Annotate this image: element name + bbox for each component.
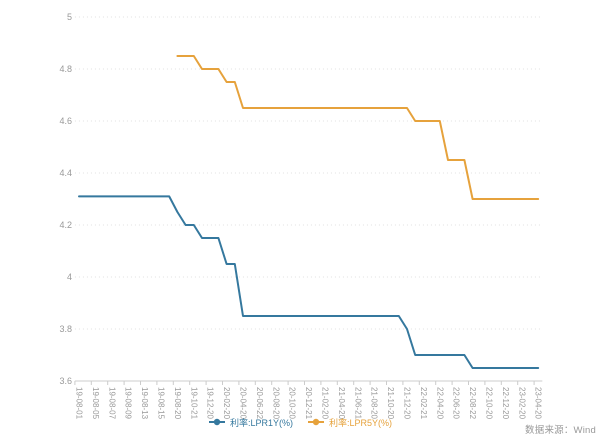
svg-text:21-12-20: 21-12-20 (403, 387, 412, 420)
x-axis-labels: 19-08-01 19-08-05 19-08-07 19-08-09 19-08-13… (75, 387, 543, 420)
legend-item-lpr5y[interactable]: 利率:LPR5Y(%) (307, 416, 392, 429)
svg-text:4: 4 (67, 272, 72, 282)
svg-text:3.8: 3.8 (59, 324, 72, 334)
svg-text:20-04-20: 20-04-20 (239, 387, 248, 420)
gridlines (74, 16, 543, 330)
svg-text:22-04-20: 22-04-20 (435, 387, 444, 420)
legend-label-lpr1y: 利率:LPR1Y(%) (229, 417, 293, 428)
svg-text:19-08-05: 19-08-05 (91, 387, 100, 420)
svg-text:23-04-20: 23-04-20 (534, 387, 543, 420)
svg-text:21-08-20: 21-08-20 (370, 387, 379, 420)
svg-text:20-12-21: 20-12-21 (304, 387, 313, 420)
svg-text:20-06-22: 20-06-22 (255, 387, 264, 420)
svg-text:22-12-20: 22-12-20 (501, 387, 510, 420)
svg-text:19-08-20: 19-08-20 (173, 387, 182, 420)
svg-text:4.4: 4.4 (59, 168, 72, 178)
svg-text:20-10-20: 20-10-20 (288, 387, 297, 420)
svg-text:5: 5 (67, 12, 72, 22)
svg-text:20-02-20: 20-02-20 (222, 387, 231, 420)
svg-text:22-08-22: 22-08-22 (468, 387, 477, 420)
x-axis-ticks (74, 381, 535, 385)
svg-text:21-06-21: 21-06-21 (353, 387, 362, 420)
lpr5y-line (176, 55, 540, 200)
svg-text:4.2: 4.2 (59, 220, 72, 230)
lpr1y-line (78, 195, 540, 369)
svg-text:19-08-13: 19-08-13 (140, 387, 149, 420)
legend-item-lpr1y[interactable]: 利率:LPR1Y(%) (208, 416, 293, 429)
svg-text:22-06-20: 22-06-20 (452, 387, 461, 420)
svg-text:22-10-20: 22-10-20 (485, 387, 494, 420)
lpr5y-line-marker-icon (307, 417, 325, 427)
lpr1y-line-marker-icon (208, 417, 226, 427)
legend-label-lpr5y: 利率:LPR5Y(%) (329, 417, 393, 428)
svg-text:22-02-21: 22-02-21 (419, 387, 428, 420)
chart-legend: 利率:LPR1Y(%) 利率:LPR5Y(%) (0, 415, 600, 429)
svg-text:19-08-07: 19-08-07 (107, 387, 116, 420)
data-source-label: 数据来源：Wind (525, 425, 596, 436)
svg-text:23-02-20: 23-02-20 (517, 387, 526, 420)
svg-text:19-08-09: 19-08-09 (124, 387, 133, 420)
svg-text:19-12-20: 19-12-20 (206, 387, 215, 420)
svg-text:21-04-20: 21-04-20 (337, 387, 346, 420)
svg-text:3.6: 3.6 (59, 376, 72, 386)
svg-text:20-08-20: 20-08-20 (271, 387, 280, 420)
svg-text:21-02-20: 21-02-20 (321, 387, 330, 420)
series-lines (78, 55, 540, 369)
svg-text:4.6: 4.6 (59, 116, 72, 126)
svg-text:4.8: 4.8 (59, 64, 72, 74)
svg-text:19-08-01: 19-08-01 (75, 387, 84, 420)
svg-text:19-10-21: 19-10-21 (189, 387, 198, 420)
y-axis-labels: 3.6 3.8 4 4.2 4.4 4.6 4.8 5 (59, 12, 72, 386)
svg-text:19-08-15: 19-08-15 (157, 387, 166, 420)
svg-text:21-10-20: 21-10-20 (386, 387, 395, 420)
